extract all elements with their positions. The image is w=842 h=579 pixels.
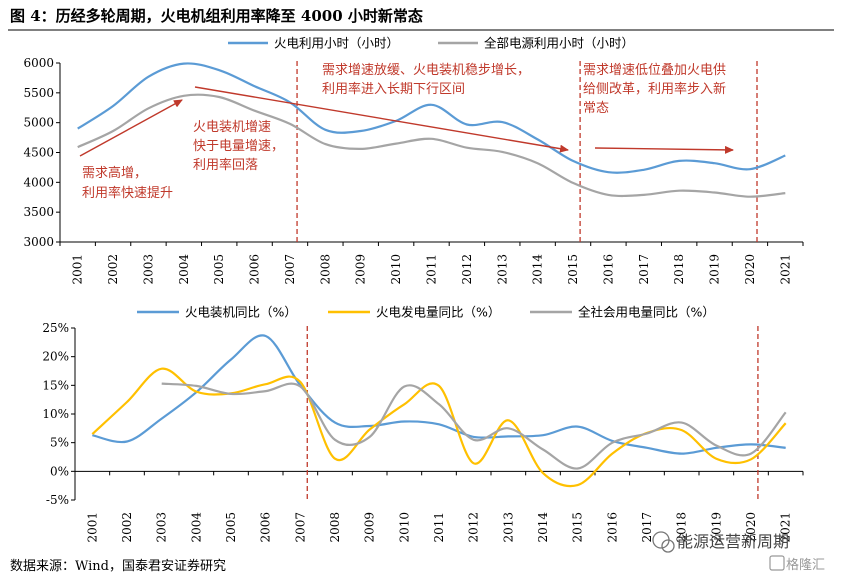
y-tick-label: -5% xyxy=(46,493,69,507)
x-tick-label: 2002 xyxy=(106,254,120,285)
trend-arrows xyxy=(79,86,734,157)
x-tick-label: 2005 xyxy=(212,254,226,285)
x-tick-label: 2003 xyxy=(155,512,169,543)
y-tick-label: 3500 xyxy=(23,205,54,219)
series-line-1 xyxy=(77,93,786,198)
legend-label: 火电装机同比（%） xyxy=(185,305,297,320)
y-tick-label: 6000 xyxy=(23,56,54,70)
x-tick-label: 2015 xyxy=(566,254,580,285)
x-tick-label: 2009 xyxy=(363,512,377,543)
figure-title: 图 4：历经多轮周期，火电机组利用率降至 4000 小时新常态 xyxy=(10,7,423,25)
legend-label: 火电发电量同比（%） xyxy=(376,305,500,320)
brand-logo-icon xyxy=(769,555,785,571)
x-tick-label: 2008 xyxy=(318,254,332,285)
x-tick-label: 2013 xyxy=(501,512,515,543)
x-tick-label: 2016 xyxy=(601,254,615,285)
x-tick-label: 2008 xyxy=(328,512,342,543)
utilization-hours-chart: 3000 3500 4000 4500 5000 5500 6000 2001 2002 2003… xyxy=(23,36,804,285)
y-tick-label: 5000 xyxy=(23,116,54,130)
x-tick-label: 2019 xyxy=(709,512,723,543)
growth-yoy-chart: -5% 0% 5% 10% 15% 20% 25% 2001 2002 2003 2004 2005 2… xyxy=(42,305,804,543)
x-tick-label: 2017 xyxy=(637,254,651,285)
watermark-brand: 格隆汇 xyxy=(786,557,825,573)
x-tick-label: 2004 xyxy=(177,254,191,285)
x-tick-label: 2011 xyxy=(425,254,439,285)
annotation-new-normal: 需求增速低位叠加火电供 给侧改革，利用率步入新 常态 xyxy=(583,63,730,116)
x-tick-label: 2006 xyxy=(259,512,273,543)
x-tick-label: 2016 xyxy=(605,512,619,543)
x-tick-label: 2001 xyxy=(71,254,85,285)
x-tick-label: 2005 xyxy=(224,512,238,543)
x-tick-label: 2001 xyxy=(85,512,99,543)
x-tick-label: 2004 xyxy=(189,512,203,543)
watermark: 能源运营新周期 格隆汇 xyxy=(652,531,825,573)
x-tick-label: 2015 xyxy=(571,512,585,543)
x-tick-label: 2011 xyxy=(432,512,446,543)
x-tick-label: 2014 xyxy=(531,254,545,285)
x-tick-label: 2007 xyxy=(283,254,297,285)
x-tick-label: 2007 xyxy=(293,512,307,543)
wechat-icon-small xyxy=(661,539,675,553)
annotation-long-decline: 需求增速放缓、火电装机稳步增长， 利用率进入长期下行区间 xyxy=(322,62,534,97)
x-tick-label: 2020 xyxy=(744,512,758,543)
y-tick-label: 25% xyxy=(42,321,69,335)
x-tick-label: 2018 xyxy=(675,512,689,543)
y-tick-label: 20% xyxy=(42,350,69,364)
series-line-1 xyxy=(91,367,787,488)
x-tick-label: 2017 xyxy=(640,512,654,543)
x-tick-label: 2006 xyxy=(248,254,262,285)
y-tick-label: 4500 xyxy=(23,146,54,160)
x-tick-label: 2012 xyxy=(467,512,481,543)
x-tick-label: 2021 xyxy=(778,254,792,285)
legend-label: 全部电源利用小时（小时） xyxy=(484,36,634,51)
x-tick-label: 2018 xyxy=(672,254,686,285)
series-line-0 xyxy=(77,62,786,174)
x-tick-label: 2019 xyxy=(708,254,722,285)
x-tick-label: 2021 xyxy=(779,512,793,543)
arrow-rise xyxy=(79,99,183,157)
x-tick-label: 2009 xyxy=(354,254,368,285)
y-tick-label: 4000 xyxy=(23,175,54,189)
watermark-text: 能源运营新周期 xyxy=(677,532,789,551)
y-tick-label: 5% xyxy=(50,436,69,450)
x-tick-label: 2010 xyxy=(389,254,403,285)
x-tick-label: 2020 xyxy=(743,254,757,285)
y-tick-label: 5500 xyxy=(23,86,54,100)
series-line-0 xyxy=(92,334,786,455)
y-tick-label: 10% xyxy=(42,407,69,421)
y-tick-label: 15% xyxy=(42,378,69,392)
arrow-flat xyxy=(594,145,734,154)
series-line-2 xyxy=(161,382,787,470)
x-tick-label: 2012 xyxy=(460,254,474,285)
x-tick-label: 2014 xyxy=(536,512,550,543)
legend-label: 全社会用电量同比（%） xyxy=(578,305,715,320)
y-tick-label: 3000 xyxy=(23,235,54,249)
legend-label: 火电利用小时（小时） xyxy=(274,36,399,51)
x-tick-label: 2010 xyxy=(397,512,411,543)
y-tick-label: 0% xyxy=(50,464,69,478)
x-tick-label: 2013 xyxy=(495,254,509,285)
annotation-capacity-outpaces: 火电装机增速 快于电量增速， 利用率回落 xyxy=(193,120,288,173)
arrow-decline xyxy=(194,86,569,153)
source-note: 数据来源：Wind，国泰君安证券研究 xyxy=(10,558,226,574)
x-tick-label: 2003 xyxy=(141,254,155,285)
annotation-demand-surge: 需求高增， 利用率快速提升 xyxy=(82,165,173,201)
x-tick-label: 2002 xyxy=(120,512,134,543)
